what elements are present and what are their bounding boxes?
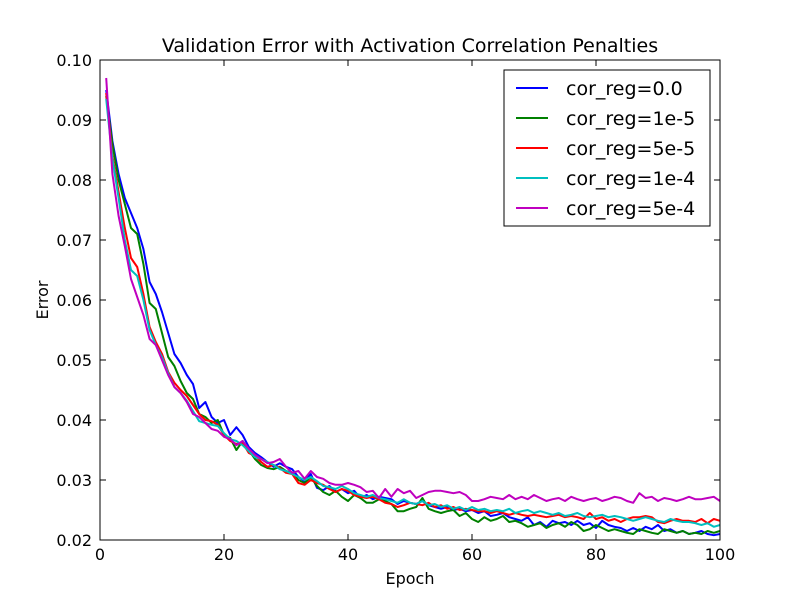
x-tick-label: 20 [214, 545, 234, 564]
y-tick-label: 0.02 [56, 531, 92, 550]
y-axis-title: Error [33, 280, 52, 319]
x-axis-title: Epoch [386, 569, 435, 588]
legend-label-3: cor_reg=1e-4 [566, 168, 695, 190]
y-axis: 0.02 0.03 0.04 0.05 0.06 0.07 0.08 0.09 0.10 [56, 51, 720, 550]
x-tick-label: 60 [462, 545, 482, 564]
legend-label-4: cor_reg=5e-4 [566, 198, 695, 220]
series-layer [105, 77, 721, 537]
y-tick-label: 0.05 [56, 351, 92, 370]
x-axis: 0 20 40 60 80 100 [95, 60, 735, 564]
legend: cor_reg=0.0 cor_reg=1e-5 cor_reg=5e-5 cor_r… [503, 69, 711, 227]
y-tick-label: 0.06 [56, 291, 92, 310]
legend-label-0: cor_reg=0.0 [566, 78, 683, 100]
series-line-4 [105, 77, 721, 504]
legend-label-1: cor_reg=1e-5 [566, 108, 695, 130]
x-tick-label: 80 [586, 545, 606, 564]
x-tick-label: 100 [705, 545, 736, 564]
y-tick-label: 0.03 [56, 471, 92, 490]
y-tick-label: 0.09 [56, 111, 92, 130]
chart-title: Validation Error with Activation Correla… [162, 35, 658, 57]
y-tick-label: 0.07 [56, 231, 92, 250]
x-tick-label: 40 [338, 545, 358, 564]
y-tick-label: 0.10 [56, 51, 92, 70]
y-tick-label: 0.08 [56, 171, 92, 190]
series-line-3 [105, 98, 721, 528]
legend-label-2: cor_reg=5e-5 [566, 138, 695, 160]
y-tick-label: 0.04 [56, 411, 92, 430]
x-tick-label: 0 [95, 545, 105, 564]
